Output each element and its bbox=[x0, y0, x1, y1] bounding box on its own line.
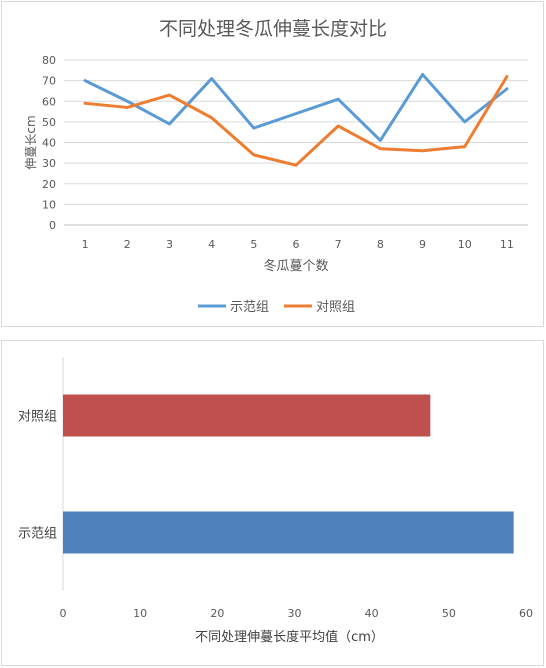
bar-chart-panel: 对照组示范组 0 10 20 30 40 50 60 不同处理伸蔓长度平均值（cm） bbox=[1, 340, 544, 666]
line-chart: 不同处理冬瓜伸蔓长度对比 0 10 20 30 40 50 60 70 80 1 2 3 4 5 6 7 8 9 10… bbox=[24, 18, 528, 315]
y-tick-label: 0 bbox=[49, 219, 56, 232]
x-tick-label: 11 bbox=[500, 238, 514, 251]
x-tick-label: 50 bbox=[442, 607, 456, 620]
bar bbox=[63, 394, 431, 437]
y-tick-label: 70 bbox=[42, 75, 56, 88]
x-tick-label: 40 bbox=[365, 607, 379, 620]
x-tick-label: 5 bbox=[250, 238, 257, 251]
y-axis-label: 伸蔓长cm bbox=[24, 115, 38, 169]
y-tick-label: 30 bbox=[42, 157, 56, 170]
y-tick-label: 50 bbox=[42, 116, 56, 129]
series-line-1 bbox=[83, 72, 509, 142]
chart-title: 不同处理冬瓜伸蔓长度对比 bbox=[159, 18, 387, 40]
legend-label: 示范组 bbox=[230, 300, 269, 315]
legend-label: 对照组 bbox=[316, 300, 355, 315]
x-axis-label: 不同处理伸蔓长度平均值（cm） bbox=[195, 629, 384, 645]
x-tick-label: 9 bbox=[419, 238, 426, 251]
x-tick-label: 60 bbox=[519, 607, 533, 620]
x-tick-label: 6 bbox=[293, 238, 300, 251]
bar bbox=[63, 511, 514, 554]
x-tick-label: 7 bbox=[335, 238, 342, 251]
series-line-2 bbox=[83, 75, 509, 167]
x-tick-label: 10 bbox=[458, 238, 472, 251]
x-tick-label: 3 bbox=[166, 238, 173, 251]
y-tick-label: 60 bbox=[42, 95, 56, 108]
x-tick-label: 20 bbox=[210, 607, 224, 620]
x-tick-label: 4 bbox=[208, 238, 215, 251]
y-tick-label: 80 bbox=[42, 54, 56, 67]
y-tick-label: 20 bbox=[42, 178, 56, 191]
category-label: 示范组 bbox=[18, 527, 57, 542]
x-tick-label: 2 bbox=[124, 238, 131, 251]
category-label: 对照组 bbox=[18, 410, 57, 425]
x-tick-label: 8 bbox=[377, 238, 384, 251]
line-chart-panel: 不同处理冬瓜伸蔓长度对比 0 10 20 30 40 50 60 70 80 1 2 3 4 5 6 7 8 9 10… bbox=[1, 1, 544, 327]
y-tick-label: 10 bbox=[42, 198, 56, 211]
x-axis-label: 冬瓜蔓个数 bbox=[263, 258, 328, 274]
x-tick-label: 30 bbox=[288, 607, 302, 620]
x-tick-label: 1 bbox=[82, 238, 89, 251]
x-tick-label: 10 bbox=[133, 607, 147, 620]
y-tick-label: 40 bbox=[42, 137, 56, 150]
x-tick-label: 0 bbox=[60, 607, 67, 620]
